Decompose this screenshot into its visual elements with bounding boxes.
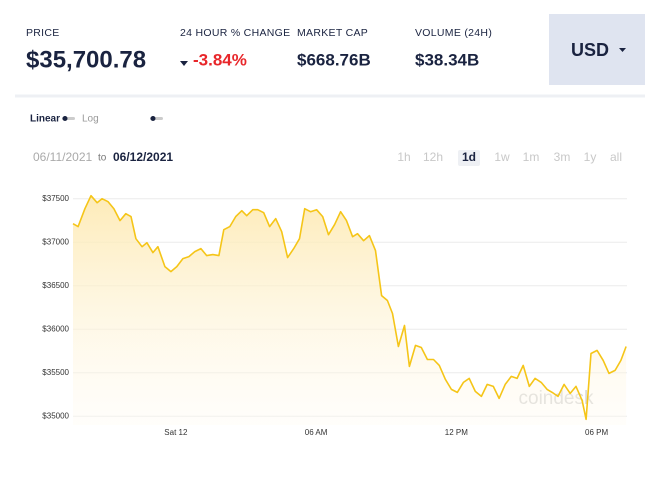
x-tick-label: 06 AM <box>305 428 328 437</box>
range-button[interactable]: all <box>610 150 622 164</box>
range-button[interactable]: 1h <box>397 150 410 164</box>
x-tick-label: Sat 12 <box>164 428 188 437</box>
y-tick-label: $36500 <box>42 281 69 290</box>
range-button[interactable]: 3m <box>554 150 571 164</box>
stat-value: $38.34B <box>415 50 479 69</box>
range-button[interactable]: 1d <box>462 150 476 164</box>
y-tick-label: $35000 <box>42 411 69 420</box>
range-active-bg <box>458 150 480 166</box>
scale-option[interactable]: Linear <box>30 114 60 125</box>
stat-label: VOLUME (24H) <box>415 27 492 39</box>
date-sep: to <box>98 153 107 164</box>
stat-value: $668.76B <box>297 50 371 69</box>
date-to[interactable]: 06/12/2021 <box>113 150 173 164</box>
stat-label: 24 HOUR % CHANGE <box>180 27 290 39</box>
date-from[interactable]: 06/11/2021 <box>33 150 92 164</box>
stat-value: -3.84% <box>193 50 247 69</box>
stat-label: MARKET CAP <box>297 27 368 39</box>
stat-label: PRICE <box>26 27 60 39</box>
y-tick-label: $36000 <box>42 324 69 333</box>
y-tick-label: $37000 <box>42 237 69 246</box>
currency-button[interactable] <box>549 14 645 85</box>
range-button[interactable]: 12h <box>423 150 443 164</box>
caret <box>619 48 626 52</box>
x-tick-label: 06 PM <box>585 428 608 437</box>
scale-option[interactable]: Log <box>82 114 99 125</box>
y-tick-label: $37500 <box>42 194 69 203</box>
toggle-knob <box>150 116 156 121</box>
price-line <box>72 194 627 421</box>
y-tick-label: $35500 <box>42 368 69 377</box>
area <box>73 195 627 425</box>
x-tick-label: 12 PM <box>445 428 468 437</box>
range-button[interactable]: 1w <box>494 150 510 164</box>
toggle-knob <box>62 116 68 121</box>
range-button[interactable]: 1m <box>523 150 540 164</box>
currency-label[interactable]: USD <box>571 40 609 60</box>
range-button[interactable]: 1y <box>584 150 597 164</box>
down-arrow <box>180 61 188 66</box>
stat-value: $35,700.78 <box>26 46 146 73</box>
